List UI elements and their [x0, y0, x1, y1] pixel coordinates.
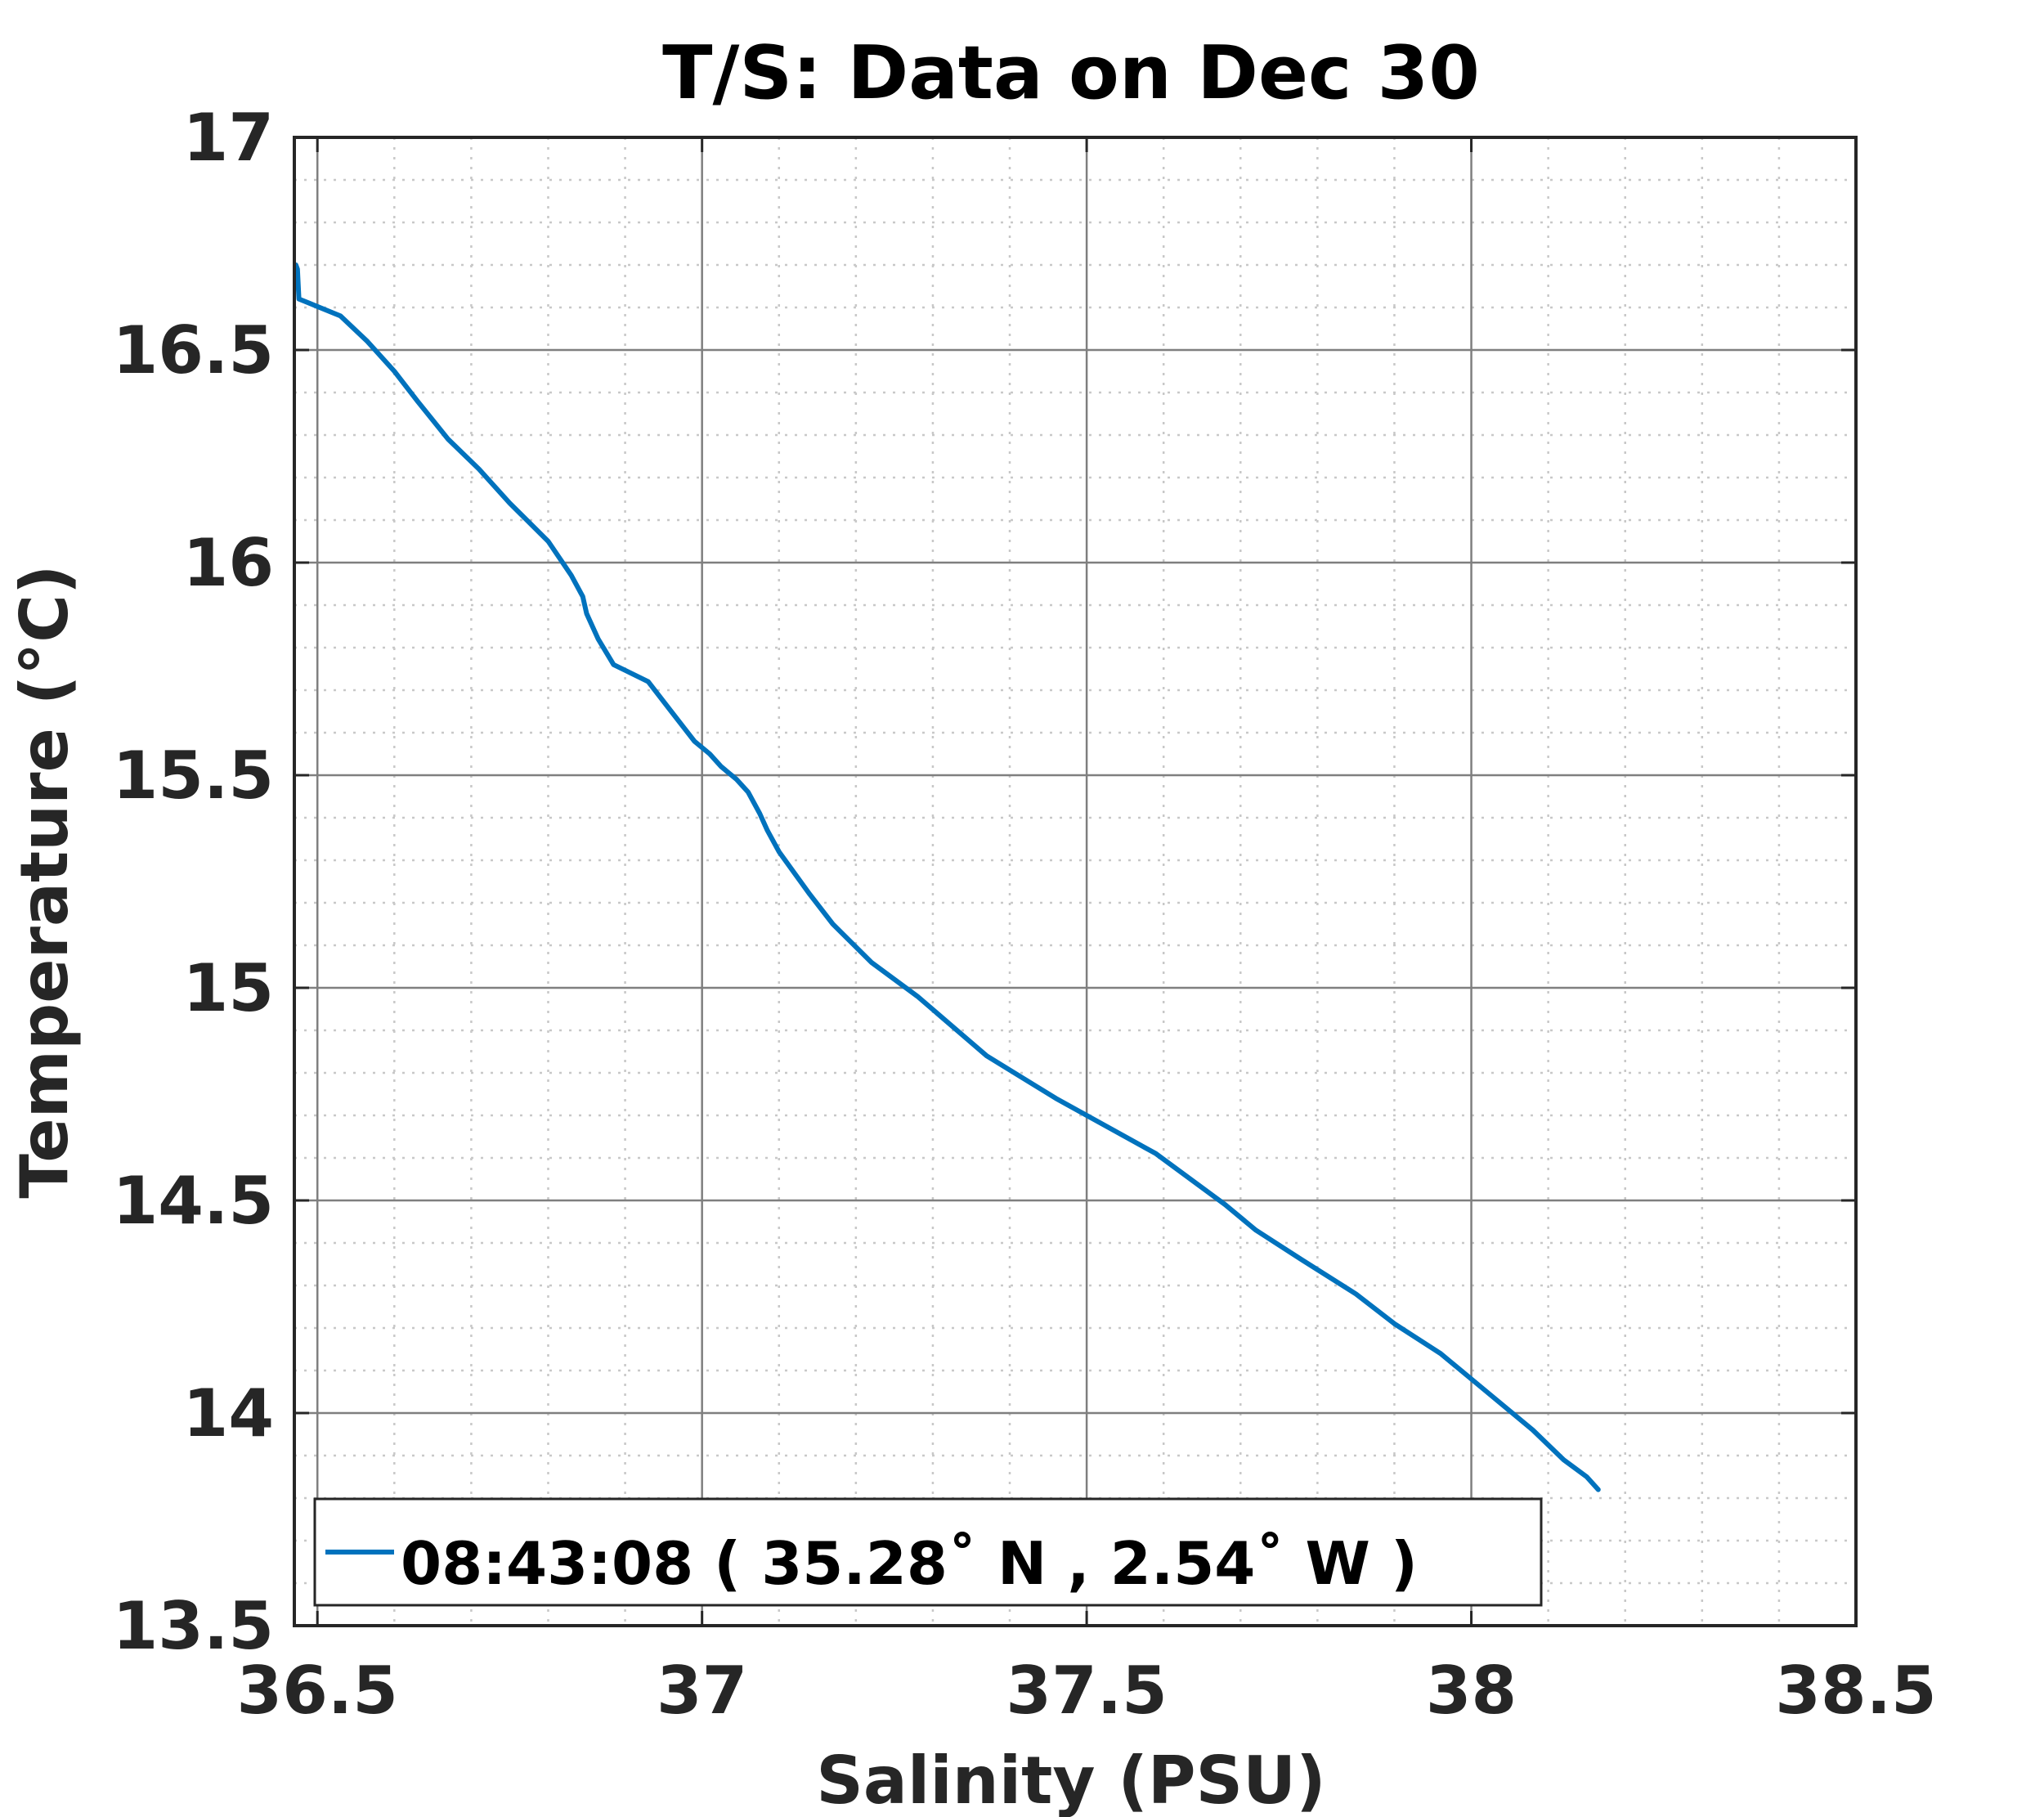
- plot-area: 08:43:08 ( 35.28˚ N , 2.54˚ W ): [293, 136, 1858, 1627]
- major-grid: [294, 137, 1856, 1626]
- x-tick-label: 36.5: [237, 1653, 398, 1729]
- x-tick-label: 38.5: [1775, 1653, 1936, 1729]
- x-tick-labels: 36.5 37 37.5 38 38.5: [237, 1653, 1937, 1729]
- y-tick-label: 14.5: [113, 1163, 274, 1239]
- y-tick-label: 17: [183, 100, 274, 176]
- x-tick-label: 37.5: [1006, 1653, 1167, 1729]
- y-axis-label: Temperature (°C): [7, 564, 83, 1198]
- y-tick-label: 13.5: [113, 1588, 274, 1664]
- x-tick-label: 38: [1426, 1653, 1517, 1729]
- x-tick-label: 37: [657, 1653, 747, 1729]
- y-tick-label: 16.5: [113, 312, 274, 388]
- y-tick-label: 15.5: [113, 738, 274, 814]
- legend-box: [313, 1497, 1543, 1607]
- y-tick-label: 14: [183, 1375, 274, 1451]
- y-tick-label: 16: [183, 525, 274, 601]
- x-axis-label: Salinity (PSU): [816, 1743, 1325, 1817]
- axes-box: [293, 136, 1858, 1627]
- series-layer: [293, 262, 1601, 1492]
- chart-title: T/S: Data on Dec 30: [662, 30, 1480, 116]
- series-line: [293, 262, 1601, 1492]
- legend: 08:43:08 ( 35.28˚ N , 2.54˚ W ): [313, 1497, 1543, 1607]
- y-tick-label: 15: [183, 950, 274, 1026]
- legend-entry-label: 08:43:08 ( 35.28˚ N , 2.54˚ W ): [401, 1529, 1418, 1598]
- y-tick-labels: 13.5 14 14.5 15 15.5 16 16.5 17: [113, 100, 274, 1664]
